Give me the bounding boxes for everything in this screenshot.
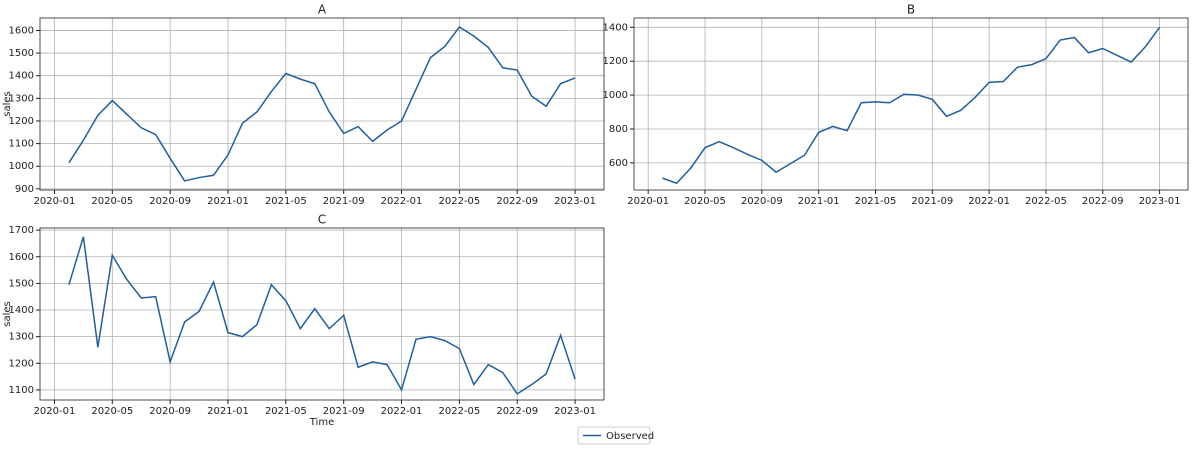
y-tick-label: 1400 bbox=[9, 71, 34, 82]
x-tick-label: 2022-01 bbox=[381, 406, 423, 417]
y-tick-label: 1000 bbox=[9, 161, 34, 172]
y-tick-label: 1100 bbox=[9, 385, 34, 396]
x-tick-label: 2020-09 bbox=[149, 196, 191, 207]
y-tick-label: 1200 bbox=[9, 116, 34, 127]
x-tick-label: 2021-01 bbox=[207, 196, 249, 207]
x-tick-label: 2023-01 bbox=[1139, 196, 1181, 207]
x-tick-label: 2023-01 bbox=[554, 406, 596, 417]
x-tick-label: 2022-09 bbox=[1082, 196, 1124, 207]
x-tick-label: 2022-01 bbox=[381, 196, 423, 207]
line-series bbox=[68, 26, 576, 182]
plot-frame bbox=[39, 227, 605, 401]
x-tick-label: 2022-05 bbox=[438, 196, 480, 207]
y-tick-label: 1000 bbox=[603, 90, 628, 101]
x-tick-label: 2021-05 bbox=[855, 196, 897, 207]
chart-title: C bbox=[318, 213, 326, 227]
y-tick-label: 1300 bbox=[9, 93, 34, 104]
x-tick-label: 2020-01 bbox=[34, 196, 76, 207]
line-series bbox=[662, 26, 1161, 185]
y-tick-label: 800 bbox=[609, 124, 628, 135]
y-tick-label: 1300 bbox=[9, 332, 34, 343]
y-tick-label: 1600 bbox=[9, 25, 34, 36]
y-tick-label: 1200 bbox=[9, 358, 34, 369]
x-tick-label: 2023-01 bbox=[554, 196, 596, 207]
x-tick-label: 2020-09 bbox=[741, 196, 783, 207]
legend: Observed bbox=[577, 426, 654, 445]
legend-label: Observed bbox=[606, 431, 654, 442]
x-tick-label: 2021-09 bbox=[323, 406, 365, 417]
x-tick-label: 2021-01 bbox=[207, 406, 249, 417]
chart-title: A bbox=[318, 3, 327, 17]
chart-title: B bbox=[907, 3, 915, 17]
y-tick-label: 1700 bbox=[9, 225, 34, 236]
y-tick-label: 1100 bbox=[9, 139, 34, 150]
x-tick-label: 2021-05 bbox=[265, 196, 307, 207]
y-tick-label: 1400 bbox=[9, 305, 34, 316]
x-tick-label: 2022-01 bbox=[968, 196, 1010, 207]
plot-frame bbox=[39, 17, 605, 191]
x-tick-label: 2022-05 bbox=[438, 406, 480, 417]
x-tick-label: 2021-09 bbox=[911, 196, 953, 207]
x-tick-label: 2022-09 bbox=[496, 196, 538, 207]
x-tick-label: 2020-09 bbox=[149, 406, 191, 417]
y-tick-label: 900 bbox=[15, 184, 34, 195]
y-tick-label: 1500 bbox=[9, 48, 34, 59]
x-tick-label: 2021-01 bbox=[798, 196, 840, 207]
y-axis-label: sales bbox=[2, 301, 13, 326]
x-tick-label: 2022-05 bbox=[1025, 196, 1067, 207]
x-axis-label: Time bbox=[309, 417, 334, 428]
y-tick-label: 1200 bbox=[603, 56, 628, 67]
plot-frame bbox=[633, 17, 1189, 191]
x-tick-label: 2021-09 bbox=[323, 196, 365, 207]
y-tick-label: 600 bbox=[609, 158, 628, 169]
y-tick-label: 1500 bbox=[9, 278, 34, 289]
y-axis-label: sales bbox=[2, 91, 13, 116]
x-tick-label: 2020-05 bbox=[684, 196, 726, 207]
x-tick-label: 2020-01 bbox=[627, 196, 669, 207]
y-tick-label: 1400 bbox=[603, 22, 628, 33]
line-series bbox=[68, 236, 576, 395]
legend-box bbox=[577, 426, 651, 445]
y-tick-label: 1600 bbox=[9, 252, 34, 263]
x-tick-label: 2020-05 bbox=[91, 196, 133, 207]
x-tick-label: 2020-01 bbox=[34, 406, 76, 417]
x-tick-label: 2020-05 bbox=[91, 406, 133, 417]
x-tick-label: 2021-05 bbox=[265, 406, 307, 417]
x-tick-label: 2022-09 bbox=[496, 406, 538, 417]
